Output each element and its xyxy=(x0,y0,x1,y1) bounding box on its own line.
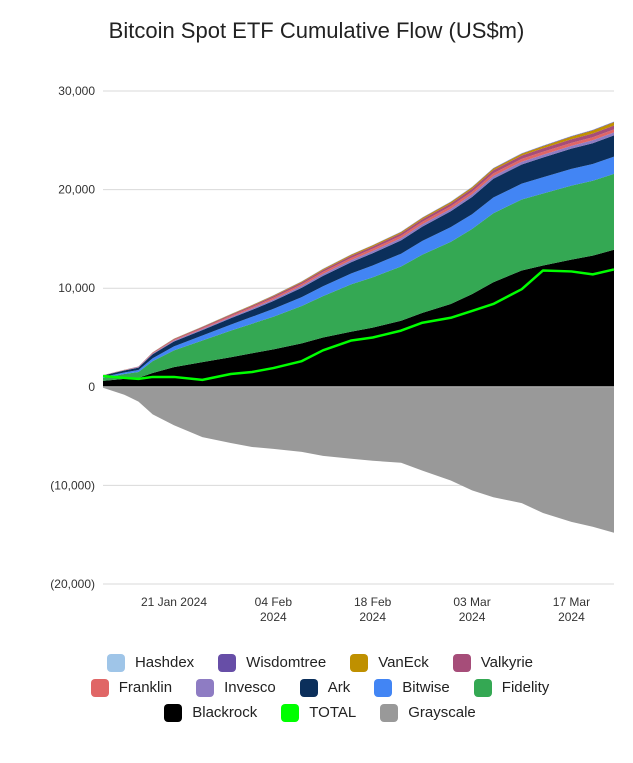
legend-item-ark: Ark xyxy=(299,678,351,697)
area-fidelity xyxy=(103,173,614,381)
x-tick-label: 21 Jan 2024 xyxy=(141,595,207,609)
stacked-areas xyxy=(103,121,614,533)
area-blackrock xyxy=(103,249,614,387)
x-tick-label: 03 Mar 2024 xyxy=(453,595,490,624)
legend-label: Blackrock xyxy=(192,704,258,721)
x-tick-label: 04 Feb 2024 xyxy=(255,595,293,624)
legend-label: Hashdex xyxy=(134,654,195,671)
y-tick-label: 0 xyxy=(88,380,95,394)
legend-row: Hashdex Wisdomtree VanEck Valkyrie xyxy=(40,650,600,675)
x-tick-line: 2024 xyxy=(459,610,486,624)
legend-swatch xyxy=(281,703,300,722)
legend-item-total: TOTAL xyxy=(281,703,357,722)
legend-item-franklin: Franklin xyxy=(90,678,173,697)
legend-swatch xyxy=(218,653,237,672)
legend-item-valkyrie: Valkyrie xyxy=(452,653,534,672)
x-tick-line: 21 Jan 2024 xyxy=(141,595,207,609)
x-tick-line: 2024 xyxy=(558,610,585,624)
chart-title: Bitcoin Spot ETF Cumulative Flow (US$m) xyxy=(108,18,525,43)
legend: Hashdex Wisdomtree VanEck Valkyrie Franklin I… xyxy=(40,650,600,725)
legend-swatch xyxy=(473,678,492,697)
legend-label: Grayscale xyxy=(408,704,476,721)
legend-swatch xyxy=(106,653,125,672)
legend-swatch xyxy=(90,678,109,697)
x-tick-label: 17 Mar 2024 xyxy=(553,595,590,624)
legend-label: Ark xyxy=(327,679,351,696)
area-ark xyxy=(103,135,614,377)
legend-item-hashdex: Hashdex xyxy=(106,653,195,672)
area-bitwise xyxy=(103,156,614,378)
y-tick-label: 30,000 xyxy=(58,84,95,98)
y-tick-label: 20,000 xyxy=(58,183,95,197)
legend-label: Invesco xyxy=(224,679,276,696)
y-tick-label: (20,000) xyxy=(50,577,95,591)
x-tick-line: 18 Feb xyxy=(354,595,392,609)
legend-item-blackrock: Blackrock xyxy=(164,703,258,722)
legend-swatch xyxy=(350,653,369,672)
legend-swatch xyxy=(164,703,183,722)
legend-label: Fidelity xyxy=(501,679,550,696)
legend-swatch xyxy=(374,678,393,697)
legend-label: Franklin xyxy=(118,679,173,696)
y-axis-ticks: 30,000 20,000 10,000 0 (10,000) (20,000) xyxy=(50,84,95,591)
legend-swatch xyxy=(196,678,215,697)
legend-item-bitwise: Bitwise xyxy=(374,678,450,697)
legend-row: Blackrock TOTAL Grayscale xyxy=(40,700,600,725)
legend-item-grayscale: Grayscale xyxy=(380,703,476,722)
legend-label: Wisdomtree xyxy=(246,654,327,671)
x-tick-line: 04 Feb xyxy=(255,595,293,609)
legend-item-wisdomtree: Wisdomtree xyxy=(218,653,327,672)
x-tick-label: 18 Feb 2024 xyxy=(354,595,392,624)
legend-swatch xyxy=(380,703,399,722)
legend-row: Franklin Invesco Ark Bitwise Fidelity xyxy=(40,675,600,700)
x-tick-line: 03 Mar xyxy=(453,595,490,609)
legend-item-invesco: Invesco xyxy=(196,678,276,697)
line-total xyxy=(102,268,615,382)
legend-label: Valkyrie xyxy=(480,654,534,671)
area-grayscale xyxy=(103,386,614,533)
x-tick-line: 17 Mar xyxy=(553,595,590,609)
x-tick-line: 2024 xyxy=(359,610,386,624)
legend-swatch xyxy=(452,653,471,672)
x-tick-line: 2024 xyxy=(260,610,287,624)
legend-swatch xyxy=(299,678,318,697)
legend-item-vaneck: VanEck xyxy=(350,653,429,672)
legend-label: VanEck xyxy=(378,654,429,671)
total-line-layer xyxy=(102,268,615,382)
legend-item-fidelity: Fidelity xyxy=(473,678,550,697)
y-tick-label: 10,000 xyxy=(58,281,95,295)
legend-label: Bitwise xyxy=(402,679,450,696)
legend-label: TOTAL xyxy=(309,704,357,721)
y-tick-label: (10,000) xyxy=(50,478,95,492)
